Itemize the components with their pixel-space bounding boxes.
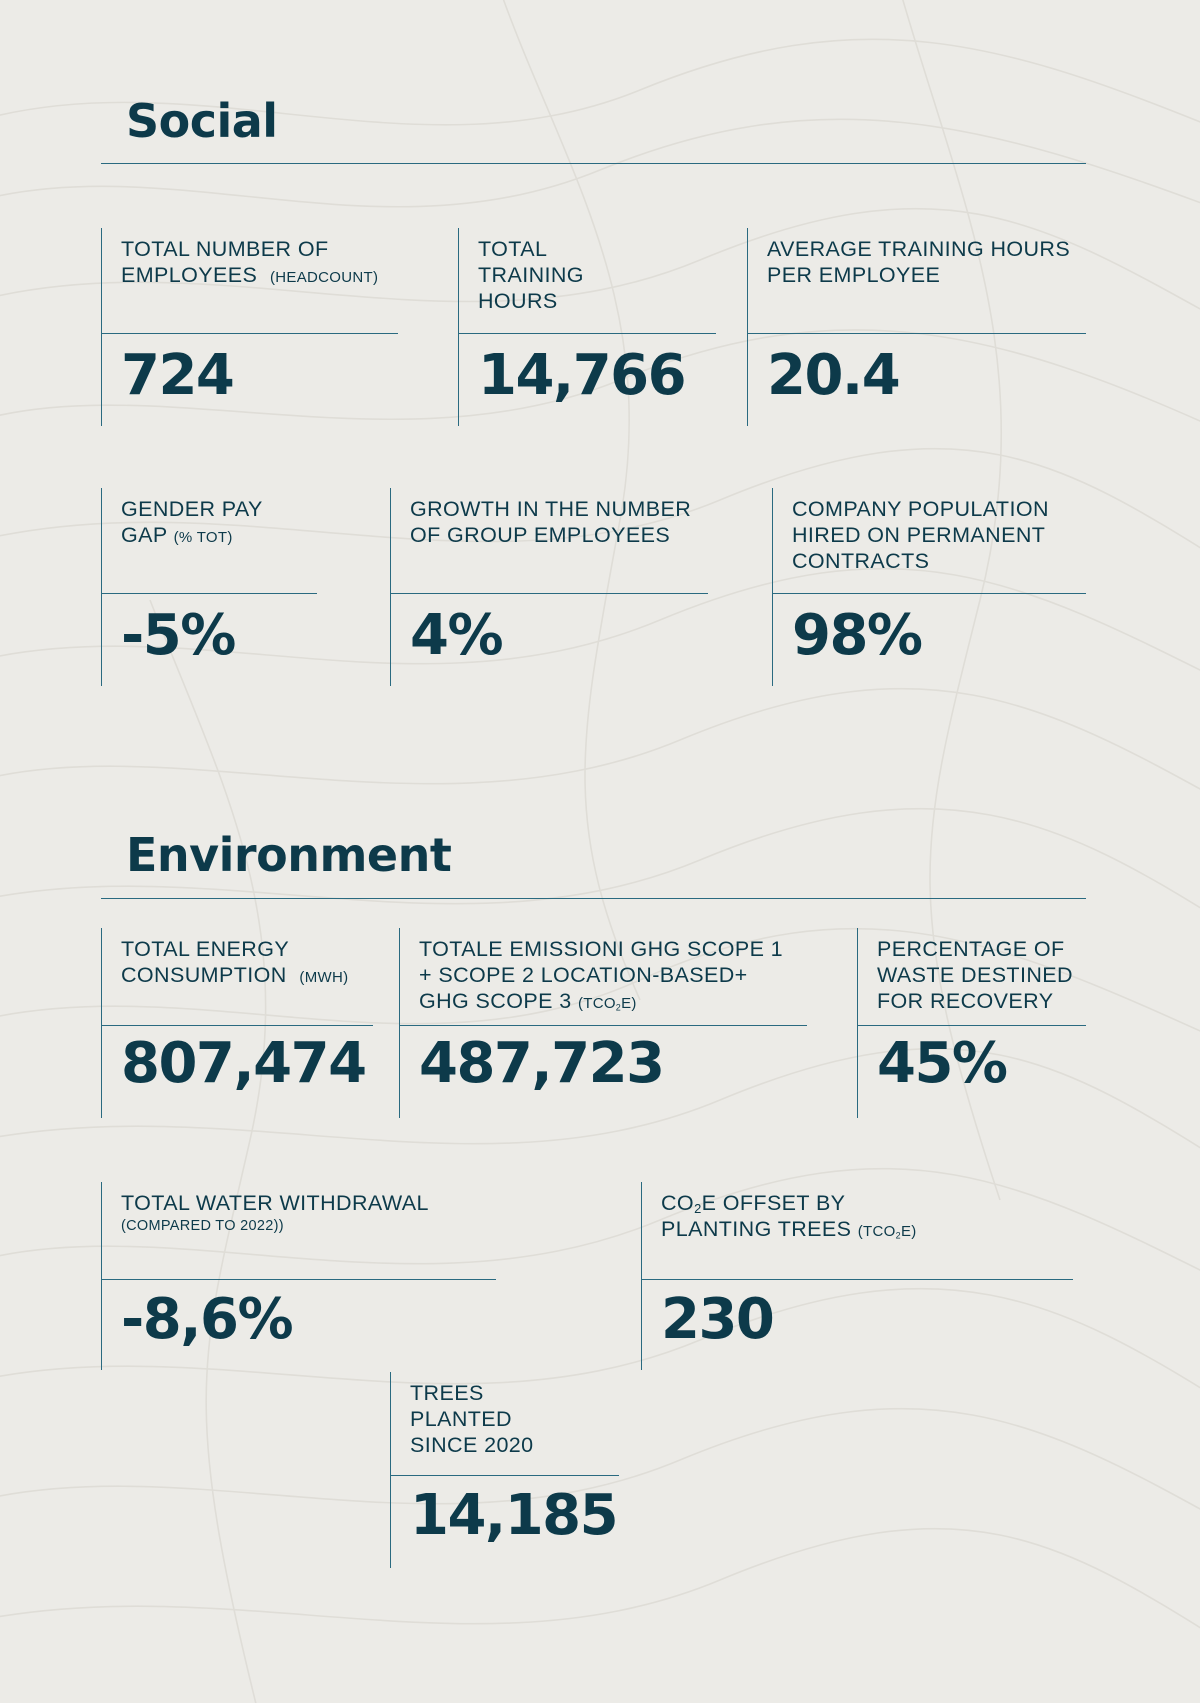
- kpi-label: TREES PLANTED SINCE 2020: [410, 1381, 534, 1457]
- kpi-divider-vertical: [772, 488, 773, 686]
- kpi-divider-vertical: [857, 928, 858, 1118]
- kpi-unit: (% TOT): [173, 529, 233, 546]
- kpi-waste-recovery: PERCENTAGE OF WASTE DESTINED FOR RECOVER…: [857, 928, 1086, 1118]
- kpi-permanent-contracts: COMPANY POPULATION HIRED ON PERMANENT CO…: [772, 488, 1086, 686]
- kpi-divider-horizontal: [101, 593, 317, 594]
- kpi-value: -5%: [121, 603, 236, 668]
- kpi-note: (COMPARED TO 2022)): [121, 1218, 284, 1234]
- kpi-divider-horizontal: [641, 1279, 1073, 1280]
- section-title-environment: Environment: [126, 828, 452, 882]
- kpi-label: TOTAL NUMBER OF EMPLOYEES (HEADCOUNT): [121, 237, 379, 287]
- kpi-divider-vertical: [101, 1182, 102, 1370]
- kpi-label: PERCENTAGE OF WASTE DESTINED FOR RECOVER…: [877, 937, 1073, 1013]
- kpi-divider-horizontal: [857, 1025, 1086, 1026]
- kpi-divider-vertical: [101, 228, 102, 426]
- kpi-divider-vertical: [390, 488, 391, 686]
- kpi-divider-vertical: [399, 928, 400, 1118]
- kpi-divider-horizontal: [101, 333, 398, 334]
- kpi-divider-horizontal: [747, 333, 1086, 334]
- kpi-water-withdrawal: TOTAL WATER WITHDRAWAL (COMPARED TO 2022)…: [101, 1182, 496, 1370]
- kpi-divider-vertical: [101, 928, 102, 1118]
- kpi-total-energy-consumption: TOTAL ENERGY CONSUMPTION (MWH) 807,474: [101, 928, 373, 1118]
- kpi-divider-horizontal: [458, 333, 716, 334]
- kpi-value: 14,766: [478, 343, 687, 408]
- kpi-trees-planted: TREES PLANTED SINCE 2020 14,185: [390, 1372, 619, 1568]
- kpi-label: AVERAGE TRAINING HOURS PER EMPLOYEE: [767, 237, 1071, 287]
- kpi-unit: (MWH): [299, 969, 349, 986]
- kpi-label: TOTAL ENERGY CONSUMPTION (MWH): [121, 937, 349, 987]
- kpi-divider-horizontal: [101, 1279, 496, 1280]
- kpi-divider-horizontal: [101, 1025, 373, 1026]
- kpi-value: 20.4: [767, 343, 901, 408]
- section-rule-environment: [101, 898, 1086, 899]
- kpi-unit: (TCO2E): [577, 995, 637, 1013]
- kpi-label: TOTAL TRAINING HOURS: [478, 237, 584, 313]
- kpi-value: 724: [121, 343, 235, 408]
- kpi-value: 807,474: [121, 1031, 367, 1096]
- kpi-divider-horizontal: [399, 1025, 807, 1026]
- kpi-value: 487,723: [419, 1031, 665, 1096]
- kpi-ghg-emissions: TOTALE EMISSIONI GHG SCOPE 1 + SCOPE 2 L…: [399, 928, 807, 1118]
- kpi-unit: (TCO2e): [857, 1223, 917, 1241]
- kpi-divider-vertical: [101, 488, 102, 686]
- kpi-unit: (HEADCOUNT): [269, 269, 379, 286]
- kpi-divider-horizontal: [772, 593, 1086, 594]
- kpi-average-training-hours: AVERAGE TRAINING HOURS PER EMPLOYEE 20.4: [747, 228, 1086, 426]
- section-rule-social: [101, 163, 1086, 164]
- kpi-value: 98%: [792, 603, 923, 668]
- kpi-divider-vertical: [390, 1372, 391, 1568]
- kpi-divider-vertical: [458, 228, 459, 426]
- kpi-total-employees: TOTAL NUMBER OF EMPLOYEES (HEADCOUNT) 72…: [101, 228, 398, 426]
- kpi-label: GROWTH IN THE NUMBER OF GROUP EMPLOYEES: [410, 497, 692, 547]
- kpi-total-training-hours: TOTAL TRAINING HOURS 14,766: [458, 228, 716, 426]
- kpi-label: CO2E OFFSET BY PLANTING TREES (TCO2e): [661, 1191, 917, 1241]
- kpi-divider-horizontal: [390, 593, 708, 594]
- kpi-label: TOTALE EMISSIONI GHG SCOPE 1 + SCOPE 2 L…: [419, 937, 784, 1013]
- kpi-value: 230: [661, 1287, 775, 1352]
- kpi-divider-horizontal: [390, 1475, 619, 1476]
- kpi-growth-group-employees: GROWTH IN THE NUMBER OF GROUP EMPLOYEES …: [390, 488, 708, 686]
- kpi-value: 45%: [877, 1031, 1008, 1096]
- kpi-divider-vertical: [641, 1182, 642, 1370]
- kpi-value: -8,6%: [121, 1287, 294, 1352]
- kpi-value: 14,185: [410, 1483, 619, 1548]
- kpi-label: COMPANY POPULATION HIRED ON PERMANENT CO…: [792, 497, 1049, 573]
- kpi-value: 4%: [410, 603, 504, 668]
- kpi-gender-pay-gap: GENDER PAY GAP (% TOT) -5%: [101, 488, 317, 686]
- kpi-divider-vertical: [747, 228, 748, 426]
- kpi-label: TOTAL WATER WITHDRAWAL (COMPARED TO 2022)…: [121, 1190, 492, 1236]
- kpi-co2e-offset-trees: CO2E OFFSET BY PLANTING TREES (TCO2e) 23…: [641, 1182, 1073, 1370]
- kpi-label: GENDER PAY GAP (% TOT): [121, 497, 263, 547]
- section-title-social: Social: [126, 94, 278, 148]
